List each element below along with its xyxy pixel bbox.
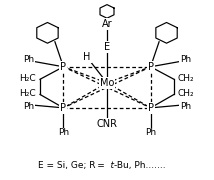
Text: P: P	[148, 62, 154, 72]
Text: Ph: Ph	[180, 102, 191, 111]
Text: CH₂: CH₂	[178, 89, 195, 98]
Text: CH₂: CH₂	[178, 74, 195, 83]
Text: H₂C: H₂C	[19, 89, 36, 98]
Text: Ph: Ph	[23, 102, 34, 111]
Text: E = Si, Ge; R =: E = Si, Ge; R =	[39, 161, 107, 170]
Text: E: E	[104, 42, 110, 52]
Text: P: P	[148, 103, 154, 113]
Text: H₂C: H₂C	[19, 74, 36, 83]
Text: P: P	[60, 62, 66, 72]
Text: Ph: Ph	[23, 55, 34, 64]
Text: Ph: Ph	[58, 128, 69, 137]
Text: -Bu, Ph.......: -Bu, Ph.......	[114, 161, 166, 170]
Text: CNR: CNR	[97, 119, 117, 129]
Text: P: P	[60, 103, 66, 113]
Text: Mo: Mo	[100, 78, 114, 88]
Text: H: H	[83, 52, 91, 62]
Text: Ph: Ph	[180, 55, 191, 64]
Text: Ar: Ar	[102, 19, 112, 29]
Text: Ph: Ph	[145, 128, 156, 137]
Text: t: t	[107, 161, 114, 170]
